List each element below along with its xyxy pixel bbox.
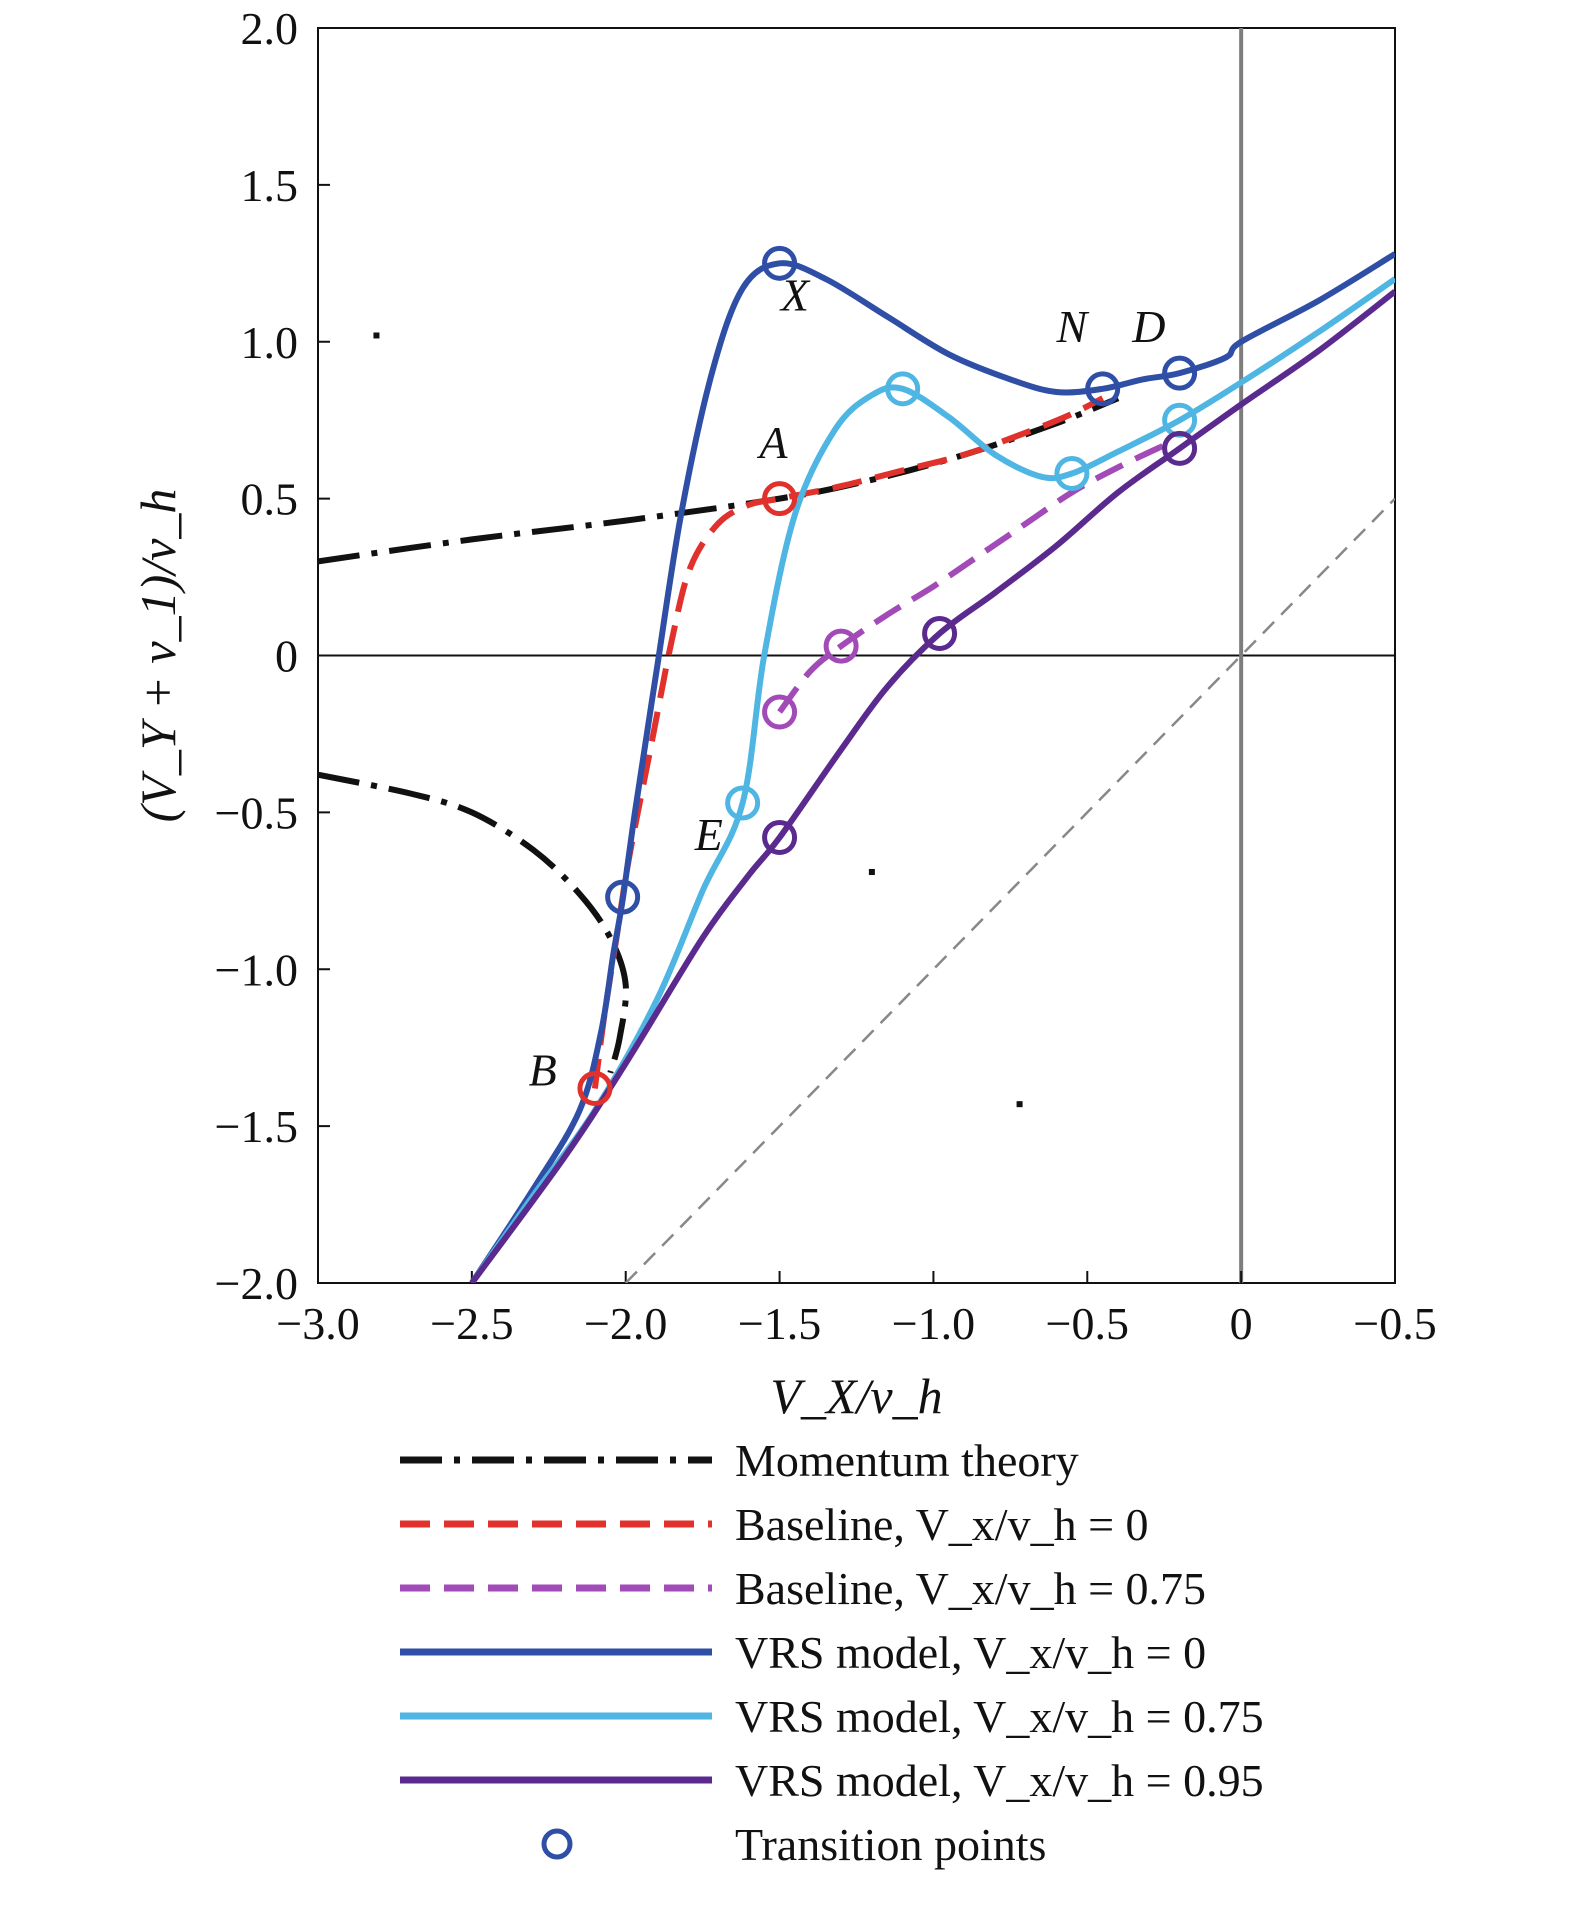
- annotation-label: A: [756, 417, 788, 468]
- y-axis-title: (V_Y + v_1)/v_h: [130, 489, 186, 823]
- x-tick-label: −2.0: [584, 1298, 667, 1349]
- stray-mark: [1016, 1101, 1023, 1108]
- legend-marker-transition: [541, 1828, 573, 1860]
- series-momentum-line: [318, 395, 1120, 565]
- legend-label-baseline_075: Baseline, V_x/v_h = 0.75: [735, 1563, 1206, 1614]
- y-tick-label: 1.0: [241, 317, 299, 368]
- y-tick-label: 0.5: [241, 474, 299, 525]
- transition-point-baseline_0: [577, 1070, 613, 1106]
- transition-point-vrs_075: [1054, 456, 1090, 492]
- series-clip-group: [318, 251, 1395, 1283]
- y-tick-label: 2.0: [241, 3, 299, 54]
- transition-point-vrs_075: [885, 371, 921, 407]
- transition-point-baseline_0: [762, 481, 798, 517]
- x-tick-label: −3.0: [276, 1298, 359, 1349]
- transition-point-vrs_0: [1085, 371, 1121, 407]
- annotation-label: B: [529, 1044, 557, 1095]
- legend-label-vrs_075: VRS model, V_x/v_h = 0.75: [735, 1691, 1264, 1742]
- legend: Momentum theory Baseline, V_x/v_h = 0 Base…: [400, 1435, 1264, 1870]
- axes: −3.0 −2.5 −2.0 −1.5 −1.0 −0.5 0 −0.5 −2.0 −1.5 −1.…: [130, 3, 1437, 1424]
- annotation-label: D: [1131, 301, 1165, 352]
- x-tick-label: −0.5: [1353, 1298, 1436, 1349]
- x-tick-label: −2.5: [430, 1298, 513, 1349]
- transition-point-vrs_095: [1162, 430, 1198, 466]
- y-tick-label: −0.5: [215, 787, 298, 838]
- stray-mark: [373, 332, 380, 339]
- series-vrs_095-line: [469, 289, 1395, 1283]
- legend-label-vrs_095: VRS model, V_x/v_h = 0.95: [735, 1755, 1264, 1806]
- series-vrs_0-line: [469, 251, 1395, 1283]
- x-tick-label: −1.5: [738, 1298, 821, 1349]
- transition-point-vrs_095: [922, 616, 958, 652]
- transition-point-vrs_095: [762, 819, 798, 855]
- series-momentum-line: [318, 771, 629, 1074]
- transition-point-baseline_075: [823, 628, 859, 664]
- transition-point-vrs_0: [605, 879, 641, 915]
- y-tick-label: 0: [275, 631, 298, 682]
- x-tick-label: −0.5: [1046, 1298, 1129, 1349]
- series-reference-line: [624, 497, 1395, 1283]
- annotations: X N D A E B: [373, 269, 1165, 1108]
- annotation-label: E: [694, 809, 723, 860]
- annotation-label: N: [1056, 301, 1090, 352]
- legend-label-transition: Transition points: [735, 1819, 1046, 1870]
- series-vrs_075-line: [469, 276, 1395, 1283]
- legend-label-momentum: Momentum theory: [735, 1435, 1079, 1486]
- series-layer: [318, 251, 1395, 1283]
- transition-point-baseline_075: [762, 694, 798, 730]
- series-baseline_075-line: [777, 442, 1166, 714]
- x-tick-label: 0: [1230, 1298, 1253, 1349]
- y-tick-label: −2.0: [215, 1258, 298, 1309]
- stray-mark: [868, 868, 875, 875]
- legend-label-baseline_0: Baseline, V_x/v_h = 0: [735, 1499, 1149, 1550]
- y-tick-label: −1.0: [215, 944, 298, 995]
- transition-point-vrs_0: [762, 245, 798, 281]
- x-axis-title: V_X/v_h: [770, 1368, 942, 1424]
- annotation-label: X: [779, 269, 811, 320]
- y-tick-label: 1.5: [241, 160, 299, 211]
- transition-point-vrs_0: [1162, 355, 1198, 391]
- legend-label-vrs_0: VRS model, V_x/v_h = 0: [735, 1627, 1206, 1678]
- transition-point-vrs_075: [725, 785, 761, 821]
- x-tick-label: −1.0: [892, 1298, 975, 1349]
- transition-markers: [577, 245, 1198, 1106]
- y-tick-label: −1.5: [215, 1101, 298, 1152]
